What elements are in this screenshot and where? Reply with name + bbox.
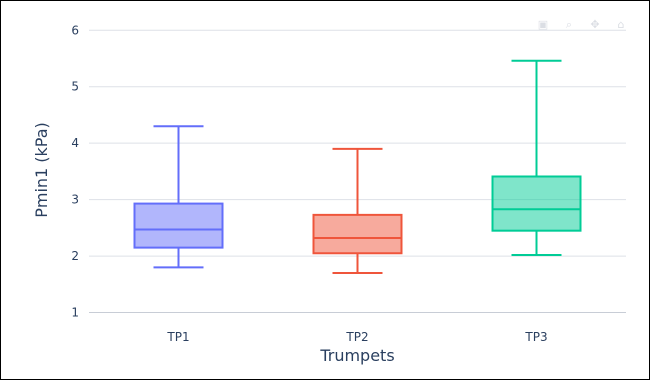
y-tick-label: 1 [71,306,79,320]
y-axis-title: Pmin1 (kPa) [32,122,51,218]
x-tick-label: TP3 [524,330,547,344]
x-axis-title: Trumpets [319,346,394,365]
x-tick-labels: TP1 TP2 TP3 [166,330,547,344]
y-tick-label: 5 [71,80,79,94]
pan-icon[interactable]: ✥ [590,18,600,31]
iqr-box [312,213,403,255]
box-tp3[interactable] [491,59,582,256]
x-tick-label: TP2 [345,330,368,344]
home-icon[interactable]: ⌂ [617,18,625,31]
iqr-box [133,202,224,249]
y-tick-label: 2 [71,249,79,263]
y-tick-labels: 1 2 3 4 5 6 [71,23,79,319]
box-tp1[interactable] [133,125,224,269]
modebar[interactable]: ▣ ⌕ ✥ ⌂ [536,19,628,31]
iqr-box [491,175,582,232]
box-tp2[interactable] [312,147,403,275]
x-tick-label: TP1 [166,330,189,344]
y-tick-label: 6 [71,23,79,37]
boxes [133,59,582,275]
y-tick-label: 4 [71,136,79,150]
zoom-icon[interactable]: ⌕ [565,18,573,31]
camera-icon[interactable]: ▣ [537,18,549,31]
y-tick-label: 3 [71,193,79,207]
